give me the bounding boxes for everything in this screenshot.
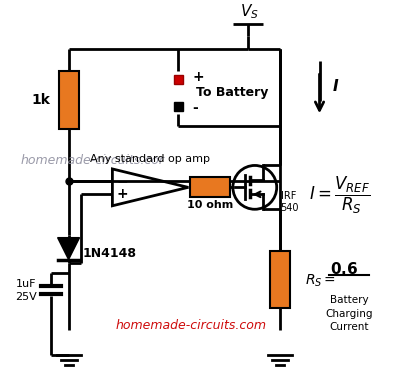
Text: $R_S$$=$: $R_S$$=$: [304, 272, 336, 289]
Text: 1k: 1k: [32, 93, 51, 107]
Text: 1N4148: 1N4148: [83, 247, 137, 260]
Text: Any standard op amp: Any standard op amp: [90, 154, 210, 164]
Text: 1uF
25V: 1uF 25V: [15, 279, 37, 301]
Text: I: I: [332, 79, 338, 94]
Text: +: +: [116, 187, 128, 201]
Polygon shape: [58, 238, 80, 260]
Text: -: -: [192, 101, 198, 115]
Bar: [173, 75, 183, 84]
Text: $V_S$: $V_S$: [240, 2, 259, 21]
Text: $\mathbf{0.6}$: $\mathbf{0.6}$: [330, 261, 358, 277]
Bar: [190, 177, 230, 197]
Text: To Battery: To Battery: [196, 86, 268, 99]
Text: +: +: [192, 70, 204, 84]
Text: IRF
540: IRF 540: [281, 191, 299, 213]
Bar: [173, 102, 183, 111]
Text: −: −: [116, 174, 128, 188]
Text: 10 ohm: 10 ohm: [187, 200, 233, 210]
Bar: [59, 71, 78, 129]
Text: homemade-circuits.com: homemade-circuits.com: [115, 319, 266, 332]
Bar: [270, 251, 290, 308]
Text: $I = \dfrac{V_{REF}}{R_S}$: $I = \dfrac{V_{REF}}{R_S}$: [309, 175, 370, 216]
Text: homemade-circuits.cor: homemade-circuits.cor: [21, 154, 165, 167]
Text: Battery
Charging
Current: Battery Charging Current: [325, 295, 373, 332]
